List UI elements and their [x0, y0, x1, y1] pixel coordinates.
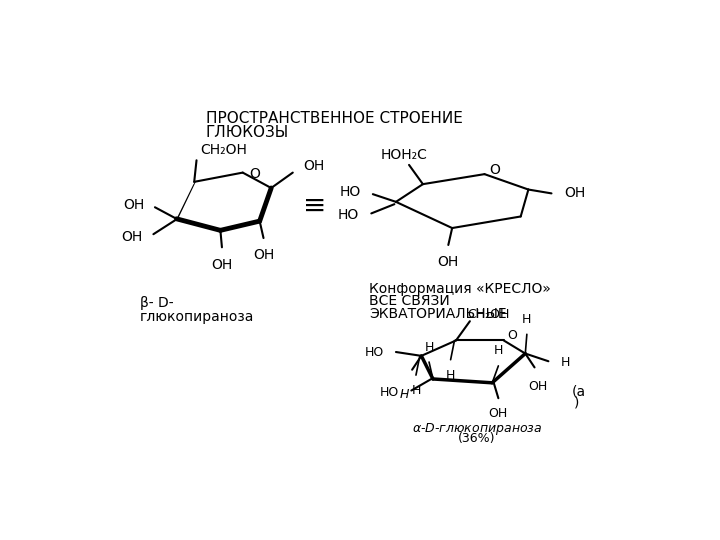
Text: H: H: [400, 388, 409, 401]
Text: HO: HO: [364, 346, 384, 359]
Text: H: H: [561, 356, 570, 369]
Text: H: H: [446, 369, 455, 382]
Text: (а: (а: [572, 384, 585, 399]
Text: HO: HO: [379, 386, 399, 399]
Text: OH: OH: [211, 258, 233, 272]
Text: OH: OH: [304, 159, 325, 173]
Text: OH: OH: [528, 381, 547, 394]
Text: H: H: [494, 345, 503, 357]
Text: H: H: [411, 384, 420, 397]
Text: HO: HO: [339, 185, 361, 199]
Text: O: O: [249, 167, 260, 181]
Text: H: H: [522, 313, 531, 326]
Text: OH: OH: [123, 198, 144, 212]
Text: OH: OH: [253, 248, 274, 262]
Text: H: H: [424, 341, 433, 354]
Text: Конформация «КРЕСЛО»: Конформация «КРЕСЛО»: [369, 282, 551, 296]
Text: HOH₂C: HOH₂C: [381, 148, 428, 162]
Text: OH: OH: [489, 408, 508, 421]
Text: OH: OH: [122, 230, 143, 244]
Text: CH₂OH: CH₂OH: [200, 143, 247, 157]
Text: ≡: ≡: [303, 192, 327, 220]
Text: OH: OH: [438, 255, 459, 269]
Text: ГЛЮКОЗЫ: ГЛЮКОЗЫ: [206, 125, 289, 140]
Text: (36%): (36%): [458, 432, 495, 445]
Text: O: O: [508, 328, 518, 342]
Text: ): ): [574, 396, 579, 410]
Text: β- D-: β- D-: [140, 296, 174, 310]
Text: ВСЕ СВЯЗИ: ВСЕ СВЯЗИ: [369, 294, 450, 308]
Text: ПРОСТРАНСТВЕННОЕ СТРОЕНИЕ: ПРОСТРАНСТВЕННОЕ СТРОЕНИЕ: [206, 111, 463, 126]
Text: ЭКВАТОРИАЛЬНЫЕ: ЭКВАТОРИАЛЬНЫЕ: [369, 307, 507, 321]
Polygon shape: [176, 180, 197, 220]
Text: $\alpha$-$D$-глюкопираноза: $\alpha$-$D$-глюкопираноза: [412, 421, 542, 436]
Text: OH: OH: [564, 186, 586, 200]
Text: O: O: [489, 163, 500, 177]
Text: глюкопираноза: глюкопираноза: [140, 309, 254, 323]
Text: CH₂OH: CH₂OH: [467, 308, 510, 321]
Text: HO: HO: [338, 208, 359, 222]
